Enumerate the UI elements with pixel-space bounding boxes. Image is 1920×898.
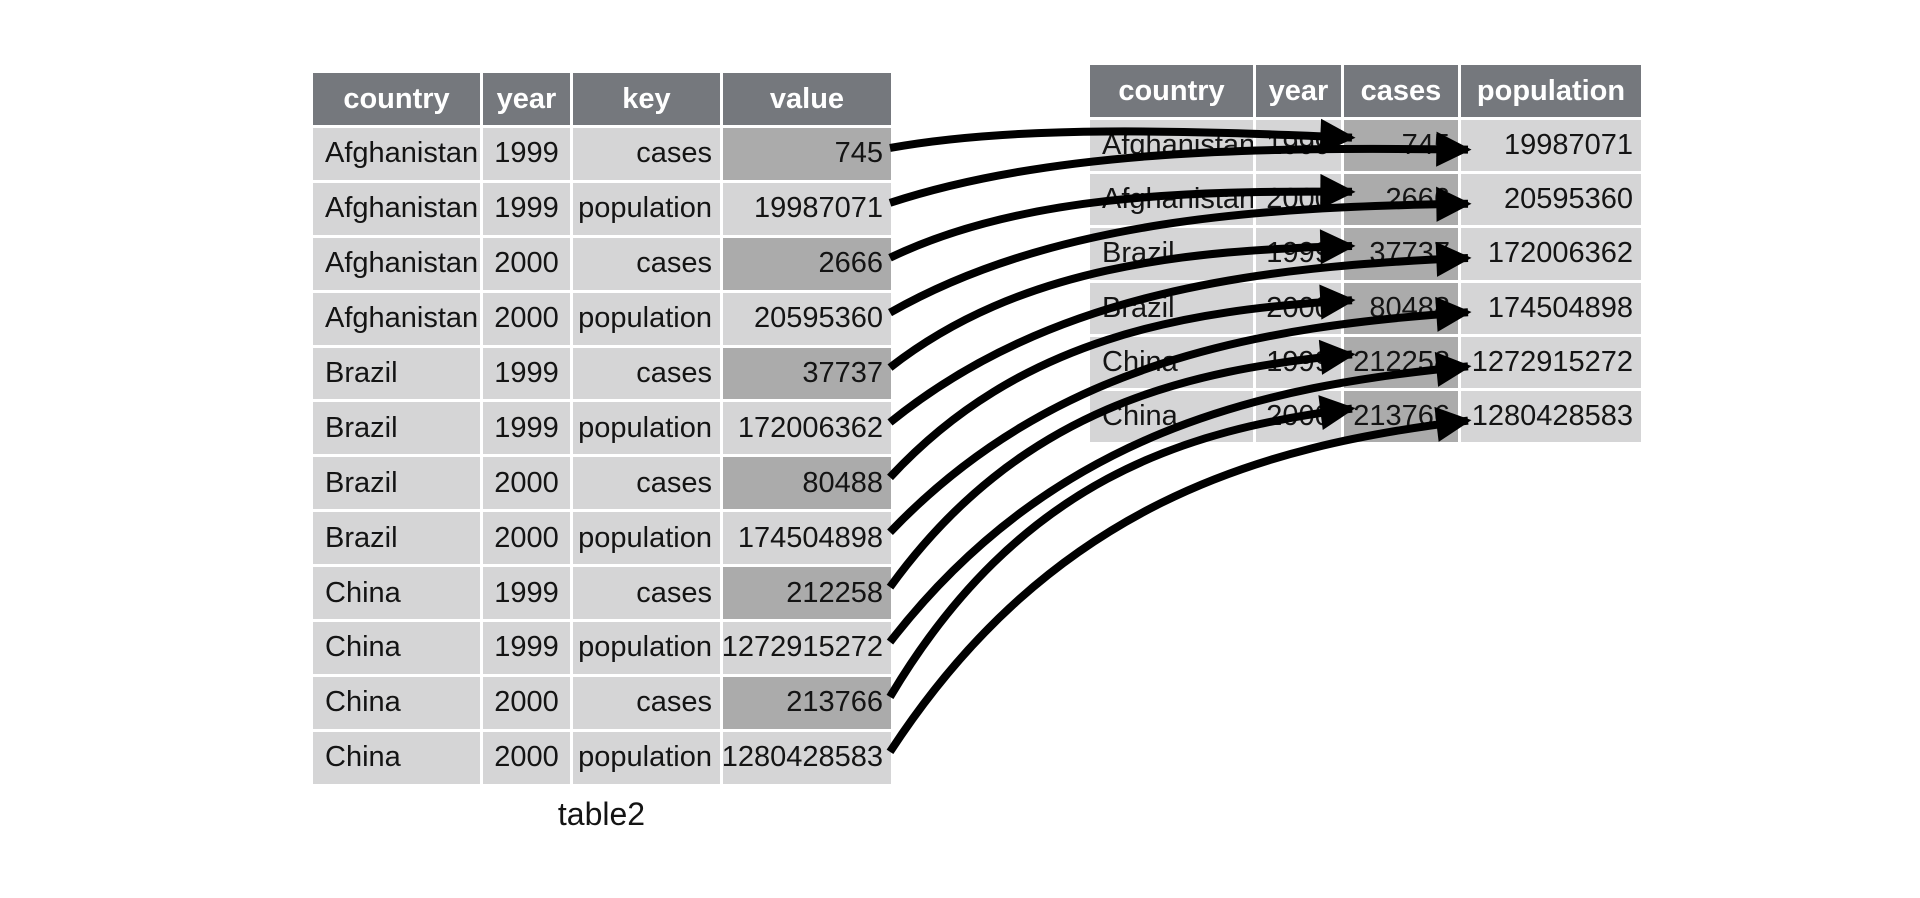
left-table-cell-r5-key: population	[573, 402, 720, 455]
right-table-cell-r4-year: 1999	[1256, 336, 1341, 388]
left-table-cell-r11-key: population	[573, 731, 720, 784]
right-table-cell-r1-cases: 2666	[1344, 174, 1458, 226]
right-table-cell-r2-cases: 37737	[1344, 228, 1458, 280]
left-table-cell-r2-year: 2000	[483, 237, 570, 290]
table-caption: table2	[557, 796, 646, 832]
left-table-cell-r1-value: 19987071	[723, 182, 891, 235]
left-table-cell-r3-key: population	[573, 292, 720, 345]
right-table-cell-r1-year: 2000	[1256, 174, 1341, 226]
left-table-cell-r10-year: 2000	[483, 676, 570, 729]
left-table-cell-r9-country: China	[313, 622, 480, 674]
left-table-cell-r0-year: 1999	[483, 128, 570, 180]
right-table-cell-r3-year: 2000	[1256, 282, 1341, 334]
left-table-cell-r7-country: Brazil	[313, 512, 480, 565]
right-table-cell-r3-country: Brazil	[1090, 282, 1253, 334]
right-table-cell-r4-population: 1272915272	[1461, 336, 1641, 388]
left-table-cell-r7-value: 174504898	[723, 512, 891, 565]
right-table-cell-r2-country: Brazil	[1090, 228, 1253, 280]
right-table-cell-r3-population: 174504898	[1461, 282, 1641, 334]
left-table-header-country: country	[313, 73, 480, 125]
left-table-cell-r0-value: 745	[723, 128, 891, 180]
right-table-cell-r2-year: 1999	[1256, 228, 1341, 280]
left-table-cell-r9-key: population	[573, 622, 720, 674]
left-table-cell-r1-year: 1999	[483, 182, 570, 235]
left-table-cell-r8-country: China	[313, 567, 480, 620]
left-table-cell-r6-key: cases	[573, 457, 720, 510]
right-table-cell-r1-country: Afghanistan	[1090, 174, 1253, 226]
right-table-cell-r5-year: 2000	[1256, 390, 1341, 443]
table2-long-format-table: country year key value Afghanistan 1999 cases 7…	[313, 73, 891, 784]
right-table-cell-r0-population: 19987071	[1461, 120, 1641, 172]
right-table-cell-r0-cases: 745	[1344, 120, 1458, 172]
left-table-cell-r4-country: Brazil	[313, 347, 480, 400]
left-table-cell-r11-value: 1280428583	[723, 731, 891, 784]
left-table-cell-r11-country: China	[313, 731, 480, 784]
right-table-cell-r5-country: China	[1090, 390, 1253, 443]
left-table-cell-r1-key: population	[573, 182, 720, 235]
right-table-header-population: population	[1461, 65, 1641, 117]
left-table-cell-r6-country: Brazil	[313, 457, 480, 510]
mapping-arrow-row10-to-cases	[886, 395, 1356, 699]
left-table-cell-r3-value: 20595360	[723, 292, 891, 345]
left-table-cell-r2-key: cases	[573, 237, 720, 290]
left-table-cell-r0-key: cases	[573, 128, 720, 180]
right-table-cell-r5-cases: 213766	[1344, 390, 1458, 443]
left-table-cell-r9-value: 1272915272	[723, 622, 891, 674]
left-table-cell-r3-year: 2000	[483, 292, 570, 345]
left-table-cell-r9-year: 1999	[483, 622, 570, 674]
left-table-cell-r5-country: Brazil	[313, 402, 480, 455]
right-table-cell-r3-cases: 80488	[1344, 282, 1458, 334]
right-table-cell-r4-country: China	[1090, 336, 1253, 388]
left-table-cell-r0-country: Afghanistan	[313, 128, 480, 180]
left-table-cell-r1-country: Afghanistan	[313, 182, 480, 235]
left-table-cell-r7-year: 2000	[483, 512, 570, 565]
left-table-cell-r10-key: cases	[573, 676, 720, 729]
left-table-cell-r4-key: cases	[573, 347, 720, 400]
right-table-cell-r4-cases: 212258	[1344, 336, 1458, 388]
left-table-cell-r10-value: 213766	[723, 676, 891, 729]
left-table-cell-r6-year: 2000	[483, 457, 570, 510]
right-table-cell-r0-year: 1999	[1256, 120, 1341, 172]
left-table-cell-r11-year: 2000	[483, 731, 570, 784]
left-table-cell-r4-year: 1999	[483, 347, 570, 400]
right-table-cell-r1-population: 20595360	[1461, 174, 1641, 226]
mapping-arrow-row11-to-population	[886, 406, 1472, 755]
left-table-cell-r3-country: Afghanistan	[313, 292, 480, 345]
left-table-cell-r5-value: 172006362	[723, 402, 891, 455]
left-table-cell-r8-year: 1999	[483, 567, 570, 620]
left-table-header-value: value	[723, 73, 891, 125]
wide-format-result-table: country year cases population Afghanistan 199…	[1090, 65, 1641, 443]
left-table-header-year: year	[483, 73, 570, 125]
left-table-cell-r6-value: 80488	[723, 457, 891, 510]
right-table-header-country: country	[1090, 65, 1253, 117]
left-table-cell-r7-key: population	[573, 512, 720, 565]
right-table-cell-r0-country: Afghanistan	[1090, 120, 1253, 172]
left-table-cell-r2-value: 2666	[723, 237, 891, 290]
left-table-cell-r2-country: Afghanistan	[313, 237, 480, 290]
right-table-header-cases: cases	[1344, 65, 1458, 117]
left-table-cell-r8-value: 212258	[723, 567, 891, 620]
left-table-cell-r10-country: China	[313, 676, 480, 729]
left-table-cell-r5-year: 1999	[483, 402, 570, 455]
left-table-header-key: key	[573, 73, 720, 125]
right-table-header-year: year	[1256, 65, 1341, 117]
left-table-cell-r4-value: 37737	[723, 347, 891, 400]
left-table-cell-r8-key: cases	[573, 567, 720, 620]
right-table-cell-r5-population: 1280428583	[1461, 390, 1641, 443]
right-table-cell-r2-population: 172006362	[1461, 228, 1641, 280]
